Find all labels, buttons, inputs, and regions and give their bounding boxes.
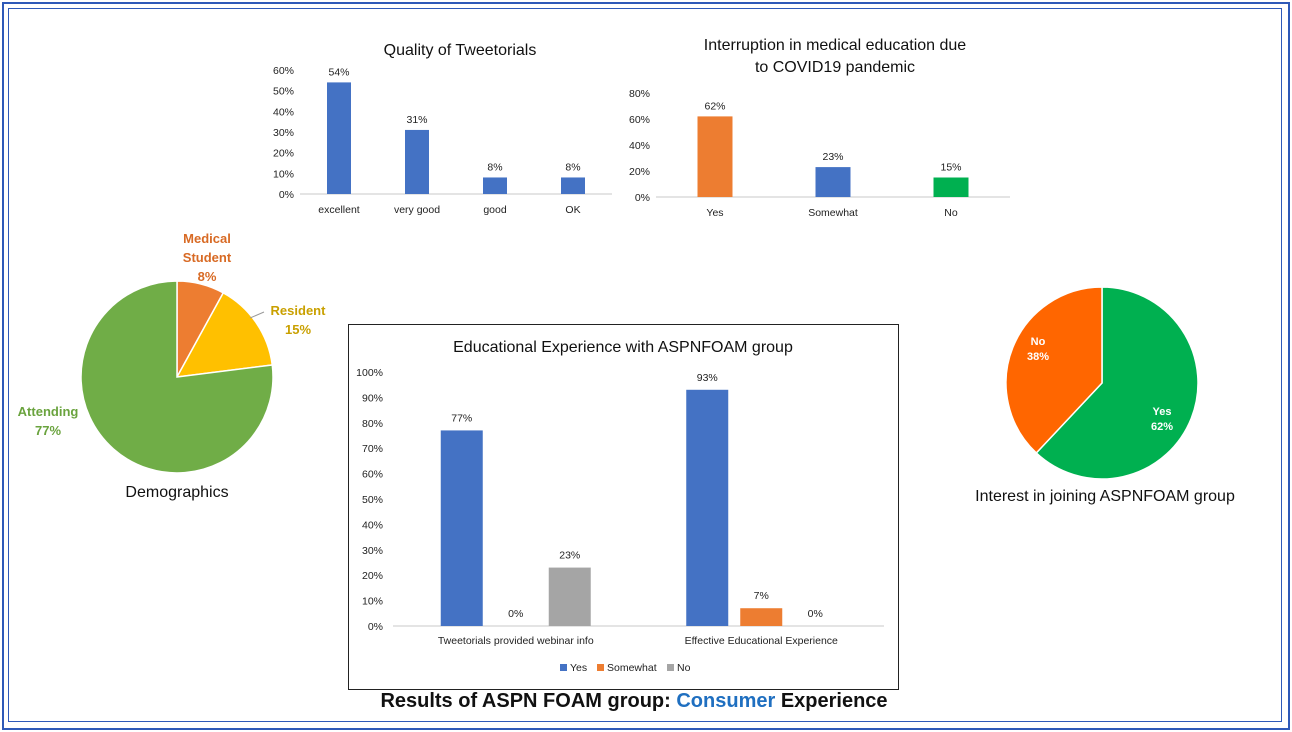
y-tick-label: 10% <box>362 596 383 608</box>
data-label: 54% <box>328 66 349 78</box>
pie-caption: Demographics <box>125 484 228 501</box>
y-tick-label: 0% <box>279 189 294 201</box>
legend-label: No <box>677 662 691 674</box>
footer-title: Results of ASPN FOAM group: Consumer Exp… <box>0 690 1268 713</box>
inner-frame <box>8 8 1282 722</box>
data-label: 0% <box>808 608 823 620</box>
bar <box>933 177 969 197</box>
bar-somewhat <box>740 608 783 626</box>
y-tick-label: 40% <box>629 140 650 152</box>
data-label: 77% <box>451 412 472 424</box>
pie-label: No <box>1031 336 1046 348</box>
x-tick-label: OK <box>565 204 580 216</box>
pie-slice <box>80 280 274 474</box>
y-tick-label: 60% <box>629 114 650 126</box>
chart-title: Educational Experience with ASPNFOAM gro… <box>453 339 793 356</box>
x-tick-label: very good <box>394 204 440 216</box>
pie-label: 8% <box>198 269 217 284</box>
legend-label: Somewhat <box>607 662 657 674</box>
y-tick-label: 0% <box>635 192 650 204</box>
bar <box>483 177 507 194</box>
pie-label: Resident <box>271 303 327 318</box>
y-tick-label: 20% <box>629 166 650 178</box>
data-label: 93% <box>697 372 718 384</box>
pie-label: 62% <box>1151 421 1173 433</box>
y-tick-label: 0% <box>368 621 383 633</box>
legend-swatch <box>667 664 674 671</box>
y-tick-label: 10% <box>273 168 294 180</box>
x-tick-label: Somewhat <box>808 207 858 219</box>
pie-slice <box>1005 286 1103 455</box>
y-tick-label: 40% <box>273 106 294 118</box>
footer-prefix: Results of ASPN FOAM group: <box>380 690 677 712</box>
data-label: 31% <box>406 114 427 126</box>
data-label: 8% <box>487 161 502 173</box>
y-tick-label: 90% <box>362 392 383 404</box>
pie-slice <box>175 291 274 378</box>
y-tick-label: 50% <box>273 86 294 98</box>
x-tick-label: Tweetorials provided webinar info <box>438 635 594 647</box>
footer-highlight: Consumer <box>676 690 776 712</box>
pie-label: 77% <box>35 423 61 438</box>
bar-yes <box>440 430 483 626</box>
y-tick-label: 30% <box>362 545 383 557</box>
educational-chart-box <box>348 324 899 690</box>
pie-caption: Interest in joining ASPNFOAM group <box>975 488 1235 505</box>
data-label: 23% <box>559 550 580 562</box>
bar-yes <box>686 389 729 626</box>
y-tick-label: 40% <box>362 519 383 531</box>
chart-title: Quality of Tweetorials <box>384 42 537 59</box>
pie-label: Student <box>183 250 232 265</box>
leader-line <box>249 311 265 319</box>
y-tick-label: 100% <box>356 367 383 379</box>
pie-label: Yes <box>1153 406 1172 418</box>
y-tick-label: 60% <box>273 65 294 77</box>
bar <box>697 116 733 197</box>
data-label: 23% <box>822 151 843 163</box>
y-tick-label: 80% <box>629 88 650 100</box>
x-tick-label: excellent <box>318 204 360 216</box>
x-tick-label: Effective Educational Experience <box>685 635 838 647</box>
data-label: 0% <box>508 608 523 620</box>
legend-label: Yes <box>570 662 587 674</box>
bar <box>815 167 851 197</box>
pie-label: 38% <box>1027 351 1049 363</box>
y-tick-label: 20% <box>273 148 294 160</box>
chart-title: Interruption in medical education due <box>704 37 966 54</box>
y-tick-label: 60% <box>362 469 383 481</box>
y-tick-label: 70% <box>362 443 383 455</box>
data-label: 62% <box>704 100 725 112</box>
pie-label: Medical <box>183 231 231 246</box>
pie-label: 15% <box>285 322 311 337</box>
data-label: 8% <box>565 161 580 173</box>
x-tick-label: No <box>944 207 958 219</box>
y-tick-label: 50% <box>362 494 383 506</box>
data-label: 15% <box>940 162 961 174</box>
pie-label: Attending <box>18 404 79 419</box>
bar <box>327 82 351 194</box>
x-tick-label: Yes <box>706 207 723 219</box>
y-tick-label: 30% <box>273 127 294 139</box>
footer-suffix: Experience <box>775 690 888 712</box>
bar <box>405 129 429 194</box>
bar-no <box>548 567 591 626</box>
chart-title: to COVID19 pandemic <box>755 59 915 76</box>
data-label: 7% <box>754 590 769 602</box>
bar <box>561 177 585 194</box>
legend-swatch <box>560 664 567 671</box>
y-tick-label: 80% <box>362 418 383 430</box>
pie-slice <box>1035 286 1199 480</box>
legend-swatch <box>597 664 604 671</box>
x-tick-label: good <box>483 204 507 216</box>
y-tick-label: 20% <box>362 570 383 582</box>
